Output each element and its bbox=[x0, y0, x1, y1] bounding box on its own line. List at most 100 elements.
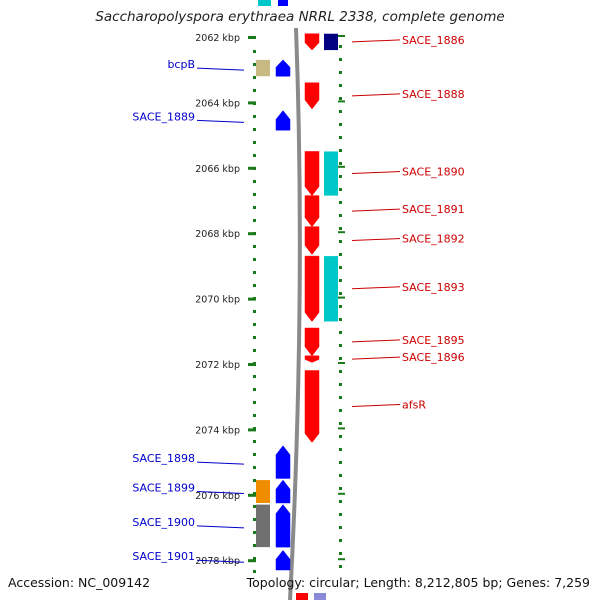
scale-dot-left bbox=[253, 310, 256, 313]
gene-arrow bbox=[304, 370, 320, 443]
scale-dot-left bbox=[253, 557, 256, 560]
gene-label: SACE_1901 bbox=[132, 550, 195, 563]
scale-dot-right bbox=[339, 214, 342, 217]
scale-tick-left bbox=[248, 166, 256, 170]
edge-block-blue bbox=[278, 0, 288, 6]
gene-arrow bbox=[275, 479, 291, 504]
gene-label: SACE_1898 bbox=[132, 452, 195, 465]
scale-dot-right bbox=[339, 240, 342, 243]
gene-arrow bbox=[304, 33, 320, 51]
scale-tick-left bbox=[248, 232, 256, 236]
scale-dot-right bbox=[339, 201, 342, 204]
scale-dot-right bbox=[339, 435, 342, 438]
tick-label: 2068 kbp bbox=[195, 229, 240, 240]
accession-text: Accession: NC_009142 bbox=[8, 575, 151, 590]
scale-tick-left bbox=[248, 36, 256, 39]
gene-arrow bbox=[275, 59, 291, 77]
gene-arrow bbox=[304, 255, 320, 322]
scale-dot-left bbox=[253, 50, 256, 53]
scale-dot-right bbox=[339, 305, 342, 308]
scale-dot-right bbox=[339, 357, 342, 360]
scale-dot-left bbox=[253, 453, 256, 456]
gene-label: SACE_1893 bbox=[402, 281, 465, 294]
scale-tick-right bbox=[338, 165, 345, 168]
gene-arrow bbox=[275, 445, 291, 479]
scale-dot-right bbox=[339, 162, 342, 165]
gene-leader-line bbox=[351, 208, 401, 212]
scale-dot-right bbox=[339, 370, 342, 373]
scale-dot-right bbox=[339, 383, 342, 386]
feature-block bbox=[256, 504, 270, 548]
scale-dot-right bbox=[339, 71, 342, 74]
scale-dot-right bbox=[339, 539, 342, 542]
scale-dot-left bbox=[253, 128, 256, 131]
tick-label: 2064 kbp bbox=[195, 98, 240, 109]
scale-dot-left bbox=[253, 336, 256, 339]
scale-dot-right bbox=[339, 253, 342, 256]
gene-label: SACE_1886 bbox=[402, 34, 465, 47]
gene-label: SACE_1892 bbox=[402, 233, 465, 246]
scale-dot-left bbox=[253, 258, 256, 261]
gene-label: SACE_1888 bbox=[402, 88, 465, 101]
gene-leader-line bbox=[196, 525, 245, 529]
gene-arrow bbox=[275, 549, 291, 571]
scale-dot-left bbox=[253, 89, 256, 92]
scale-dot-left bbox=[253, 180, 256, 183]
scale-dot-right bbox=[339, 474, 342, 477]
gene-leader-line bbox=[351, 171, 401, 175]
gene-leader-line bbox=[196, 67, 245, 71]
scale-dot-right bbox=[339, 136, 342, 139]
gene-arrow bbox=[275, 110, 291, 131]
scale-dot-left bbox=[253, 193, 256, 196]
tick-label: 2074 kbp bbox=[195, 425, 240, 436]
feature-block bbox=[324, 256, 338, 322]
scale-tick-right bbox=[338, 558, 345, 561]
scale-dot-left bbox=[253, 518, 256, 521]
scale-dot-left bbox=[253, 271, 256, 274]
tick-label: 2070 kbp bbox=[195, 295, 240, 306]
tick-label: 2076 kbp bbox=[195, 491, 240, 502]
scale-dot-left bbox=[253, 141, 256, 144]
scale-dot-right bbox=[339, 409, 342, 412]
feature-block bbox=[324, 151, 338, 196]
scale-dot-left bbox=[253, 76, 256, 79]
gene-label: SACE_1900 bbox=[132, 516, 195, 529]
scale-dot-left bbox=[253, 115, 256, 118]
gene-leader-line bbox=[196, 119, 245, 123]
scale-dot-left bbox=[253, 570, 256, 573]
scale-dot-right bbox=[339, 526, 342, 529]
gene-label: SACE_1889 bbox=[132, 110, 195, 123]
scale-tick-left bbox=[248, 297, 256, 301]
gene-leader-line bbox=[351, 356, 401, 360]
scale-tick-right bbox=[338, 492, 345, 495]
scale-tick-right bbox=[338, 296, 345, 299]
edge-block-cyan bbox=[258, 0, 271, 6]
gene-label: SACE_1896 bbox=[402, 351, 465, 364]
scale-dot-left bbox=[253, 531, 256, 534]
scale-tick-left bbox=[248, 493, 256, 497]
backbone-arc bbox=[288, 27, 302, 600]
gene-arrow bbox=[304, 355, 320, 363]
gene-arrow bbox=[304, 151, 320, 197]
gene-leader-line bbox=[196, 559, 245, 563]
scale-dot-right bbox=[339, 396, 342, 399]
scale-dot-right bbox=[339, 513, 342, 516]
scale-dot-right bbox=[339, 45, 342, 48]
edge-block-lavender bbox=[314, 593, 326, 600]
gene-label: afsR bbox=[402, 399, 426, 412]
scale-dot-right bbox=[339, 565, 342, 568]
scale-dot-right bbox=[339, 344, 342, 347]
gene-label: bcpB bbox=[167, 58, 195, 71]
scale-dot-left bbox=[253, 401, 256, 404]
scale-tick-right bbox=[338, 100, 345, 103]
scale-dot-left bbox=[253, 284, 256, 287]
genome-summary-text: Topology: circular; Length: 8,212,805 bp… bbox=[246, 575, 590, 590]
scale-dot-right bbox=[339, 84, 342, 87]
scale-dot-left bbox=[253, 63, 256, 66]
scale-dot-left bbox=[253, 154, 256, 157]
scale-dot-left bbox=[253, 414, 256, 417]
gene-leader-line bbox=[196, 461, 245, 465]
scale-dot-right bbox=[339, 552, 342, 555]
gene-leader-line bbox=[351, 238, 401, 242]
scale-dot-left bbox=[253, 375, 256, 378]
